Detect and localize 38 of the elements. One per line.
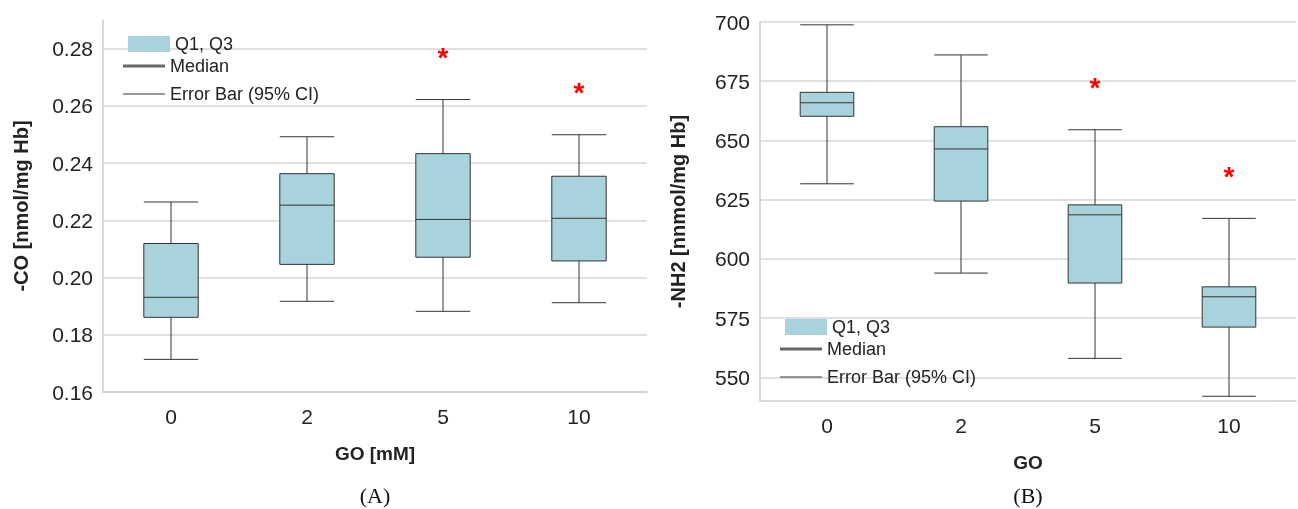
- y-tick-label: 0.26: [52, 94, 93, 118]
- y-tick-label: 550: [714, 365, 750, 389]
- text: (A): [359, 482, 391, 508]
- y-tick-label: 0.22: [52, 208, 93, 232]
- x-tick-label: 0: [165, 405, 177, 428]
- y-tick-label: 650: [714, 128, 750, 152]
- legend-label: Q1, Q3: [175, 34, 234, 54]
- y-tick-label: 675: [714, 69, 750, 93]
- x-tick-label: 5: [437, 405, 449, 428]
- annotation: *: [437, 42, 449, 74]
- y-tick-label: 0.18: [52, 323, 93, 347]
- x-tick-label: 0: [821, 414, 833, 437]
- y-tick-label: 0.28: [52, 37, 93, 61]
- text: (B): [1013, 482, 1043, 508]
- y-tick-label: 0.24: [52, 151, 94, 175]
- y-tick-label: 600: [714, 247, 750, 271]
- y-tick-label: 700: [714, 10, 750, 34]
- annotation: Median: [827, 339, 887, 359]
- annotation: Error Bar (95% CI): [170, 84, 320, 104]
- annotation: *: [573, 77, 585, 109]
- y-tick-label: 575: [714, 306, 750, 330]
- annotation: *: [1223, 160, 1235, 192]
- legend-label: Q1, Q3: [832, 317, 891, 337]
- annotation: Error Bar (95% CI): [827, 367, 977, 387]
- x-tick-label: 2: [955, 414, 967, 437]
- y-tick-label: 625: [714, 188, 750, 212]
- x-axis-title: GO [mM]: [334, 443, 416, 464]
- annotation: Median: [170, 56, 230, 76]
- x-tick-label: 10: [1217, 414, 1241, 437]
- y-axis-title: -NH2 [nnmol/mg Hb]: [667, 114, 689, 309]
- y-tick-label: 0.16: [52, 380, 93, 404]
- x-axis-title: GO: [1013, 452, 1043, 473]
- x-tick-label: 2: [301, 405, 313, 428]
- y-tick-label: 0.20: [52, 266, 93, 290]
- annotation: *: [1089, 72, 1101, 104]
- y-axis-title: -CO [nmol/mg Hb]: [10, 120, 32, 292]
- x-tick-label: 10: [567, 405, 591, 428]
- x-tick-label: 5: [1089, 414, 1101, 437]
